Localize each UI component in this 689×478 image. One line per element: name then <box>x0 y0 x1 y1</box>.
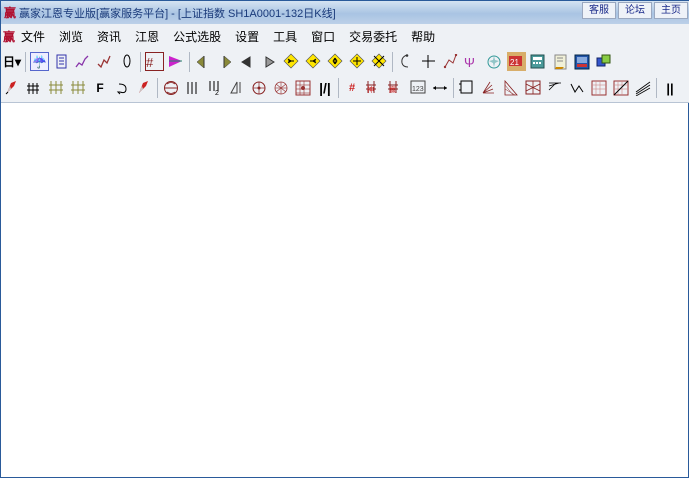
svg-text:#: # <box>146 55 154 70</box>
svg-text:☔: ☔ <box>32 54 47 69</box>
svg-text:神: 神 <box>367 85 374 94</box>
svg-text:21: 21 <box>510 58 519 67</box>
svg-text:Ψ: Ψ <box>464 55 475 70</box>
svg-text:赢: 赢 <box>389 85 396 94</box>
svg-text:123: 123 <box>412 86 424 93</box>
svg-text:2: 2 <box>215 90 219 96</box>
